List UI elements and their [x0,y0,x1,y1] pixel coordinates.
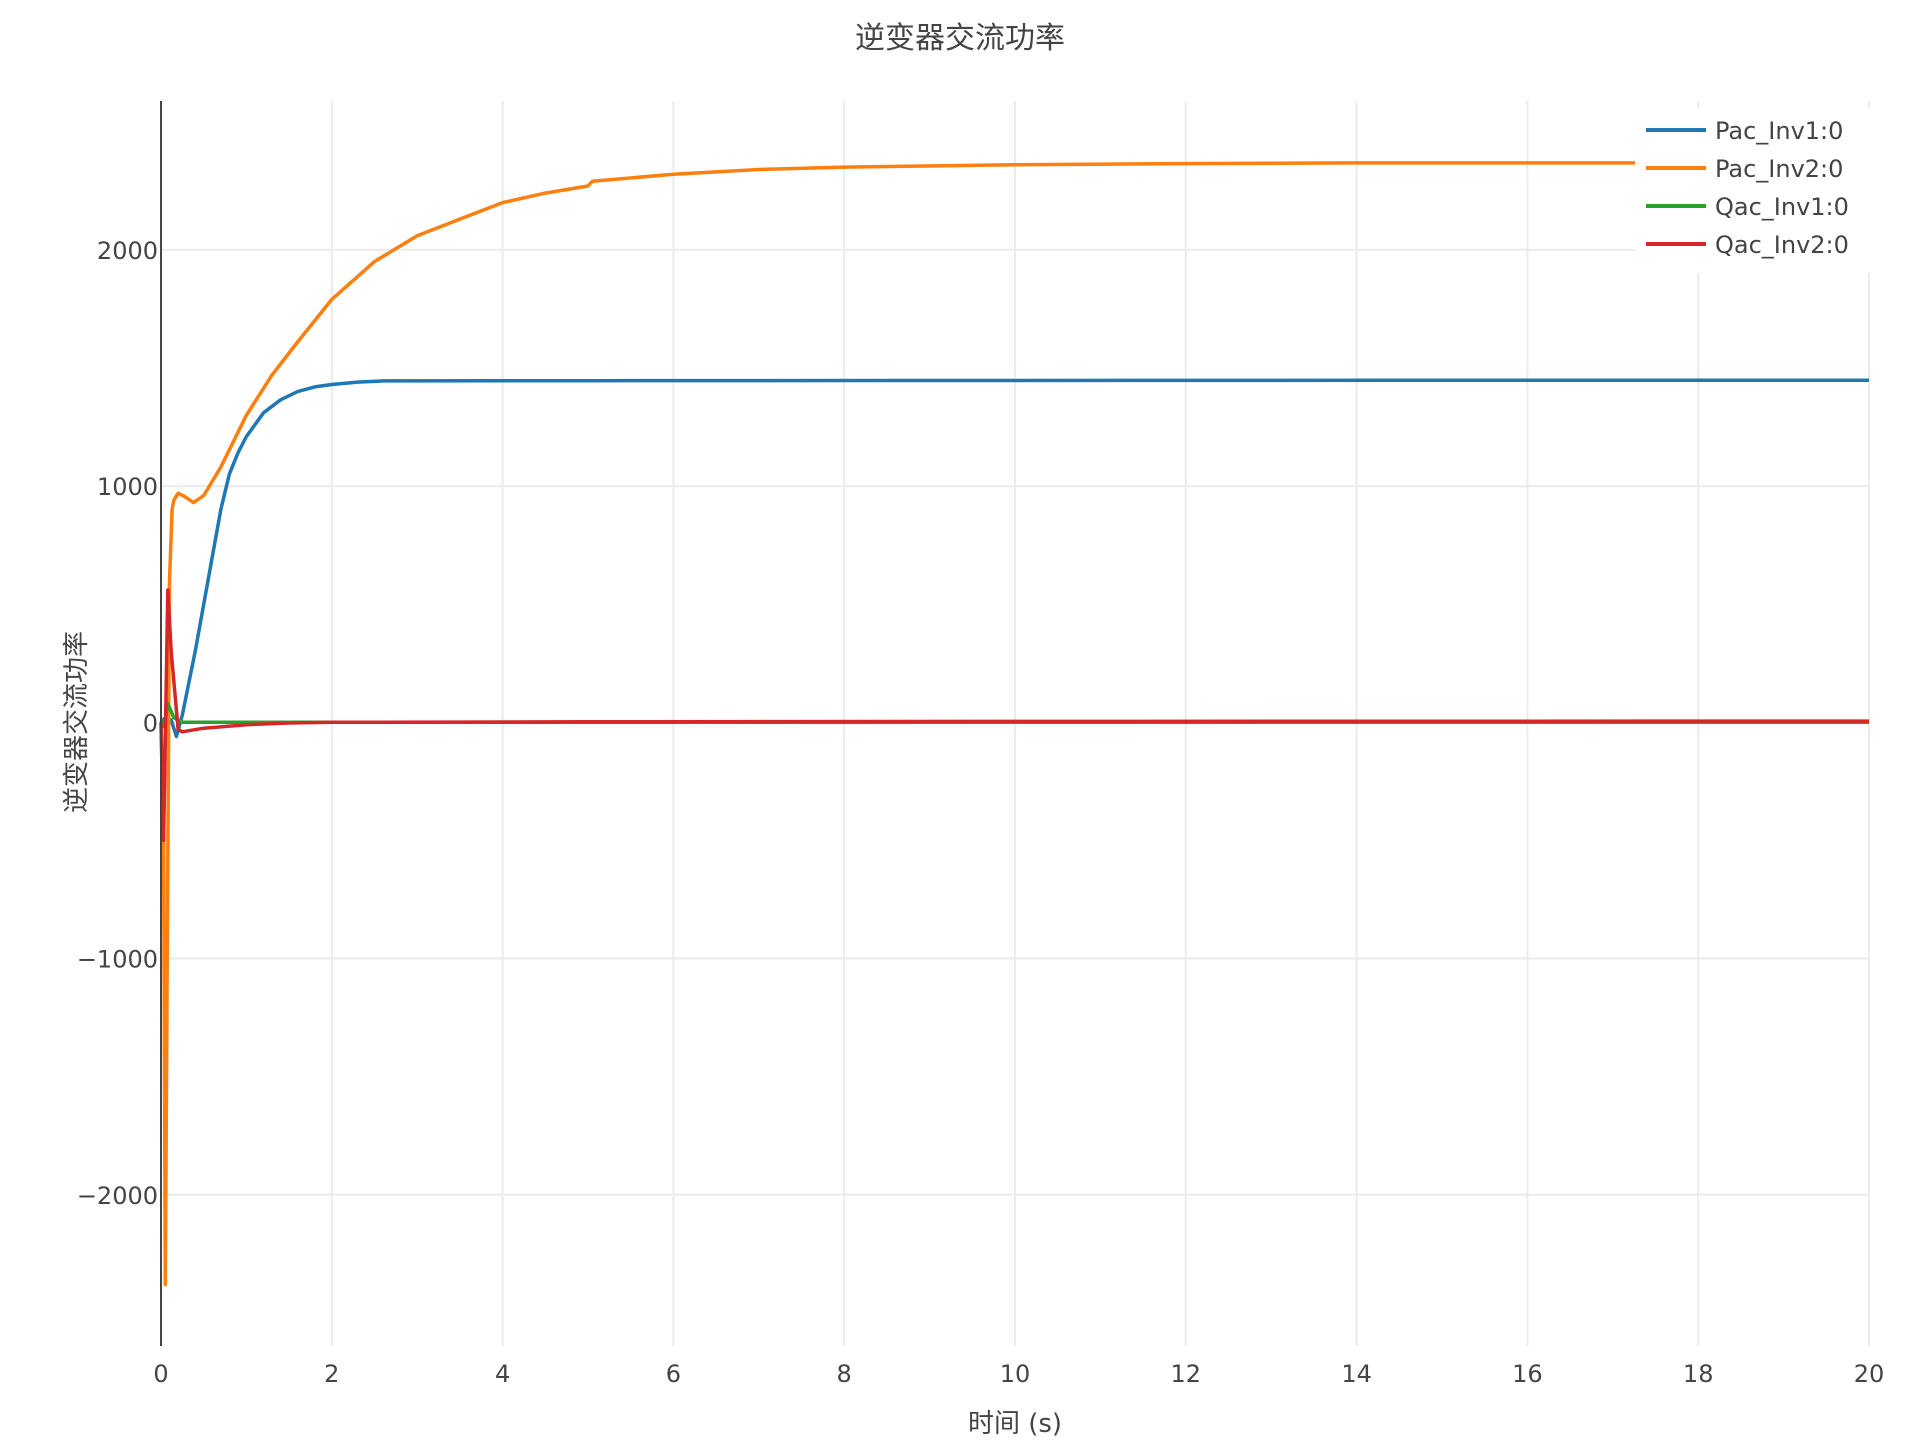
y-axis-label: 逆变器交流功率 [62,631,92,813]
x-tick-label: 6 [666,1360,681,1388]
x-tick-labels: 0 2 4 6 8 10 12 14 16 18 20 [153,1360,1884,1388]
y-tick-label: −2000 [77,1182,158,1210]
y-tick-label: 0 [143,709,158,737]
x-tick-label: 12 [1171,1360,1202,1388]
chart-title: 逆变器交流功率 [855,21,1065,56]
y-tick-label: −1000 [77,946,158,974]
legend-item-label[interactable]: Qac_Inv2:0 [1715,231,1849,259]
y-tick-label: 2000 [97,237,158,265]
x-tick-label: 10 [1000,1360,1031,1388]
x-tick-label: 8 [837,1360,852,1388]
x-tick-label: 14 [1341,1360,1372,1388]
series-lines [159,161,1870,1287]
x-axis-label: 时间 (s) [968,1409,1062,1439]
x-tick-label: 4 [495,1360,510,1388]
x-tick-label: 2 [324,1360,339,1388]
y-tick-labels: −2000 −1000 0 1000 2000 [77,237,158,1210]
x-tick-label: 0 [153,1360,168,1388]
legend-item-label[interactable]: Pac_Inv1:0 [1715,117,1843,145]
x-tick-label: 18 [1683,1360,1714,1388]
legend-item-label[interactable]: Qac_Inv1:0 [1715,193,1849,221]
x-tick-label: 16 [1512,1360,1543,1388]
series-line-qac-inv2-0 [159,588,1870,843]
series-line-pac-inv2-0 [159,161,1869,1287]
legend[interactable]: Pac_Inv1:0 Pac_Inv2:0 Qac_Inv1:0 Qac_Inv2:0 [1635,108,1880,273]
x-tick-label: 20 [1854,1360,1885,1388]
y-tick-label: 1000 [97,473,158,501]
legend-item-label[interactable]: Pac_Inv2:0 [1715,155,1843,183]
